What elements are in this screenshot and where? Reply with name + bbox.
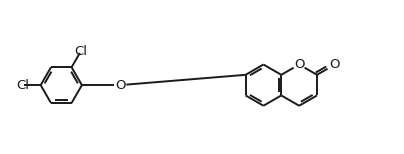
Text: Cl: Cl <box>74 45 87 59</box>
Text: O: O <box>329 58 340 71</box>
Text: O: O <box>115 79 125 92</box>
Text: O: O <box>294 58 304 71</box>
Text: Cl: Cl <box>17 79 29 92</box>
